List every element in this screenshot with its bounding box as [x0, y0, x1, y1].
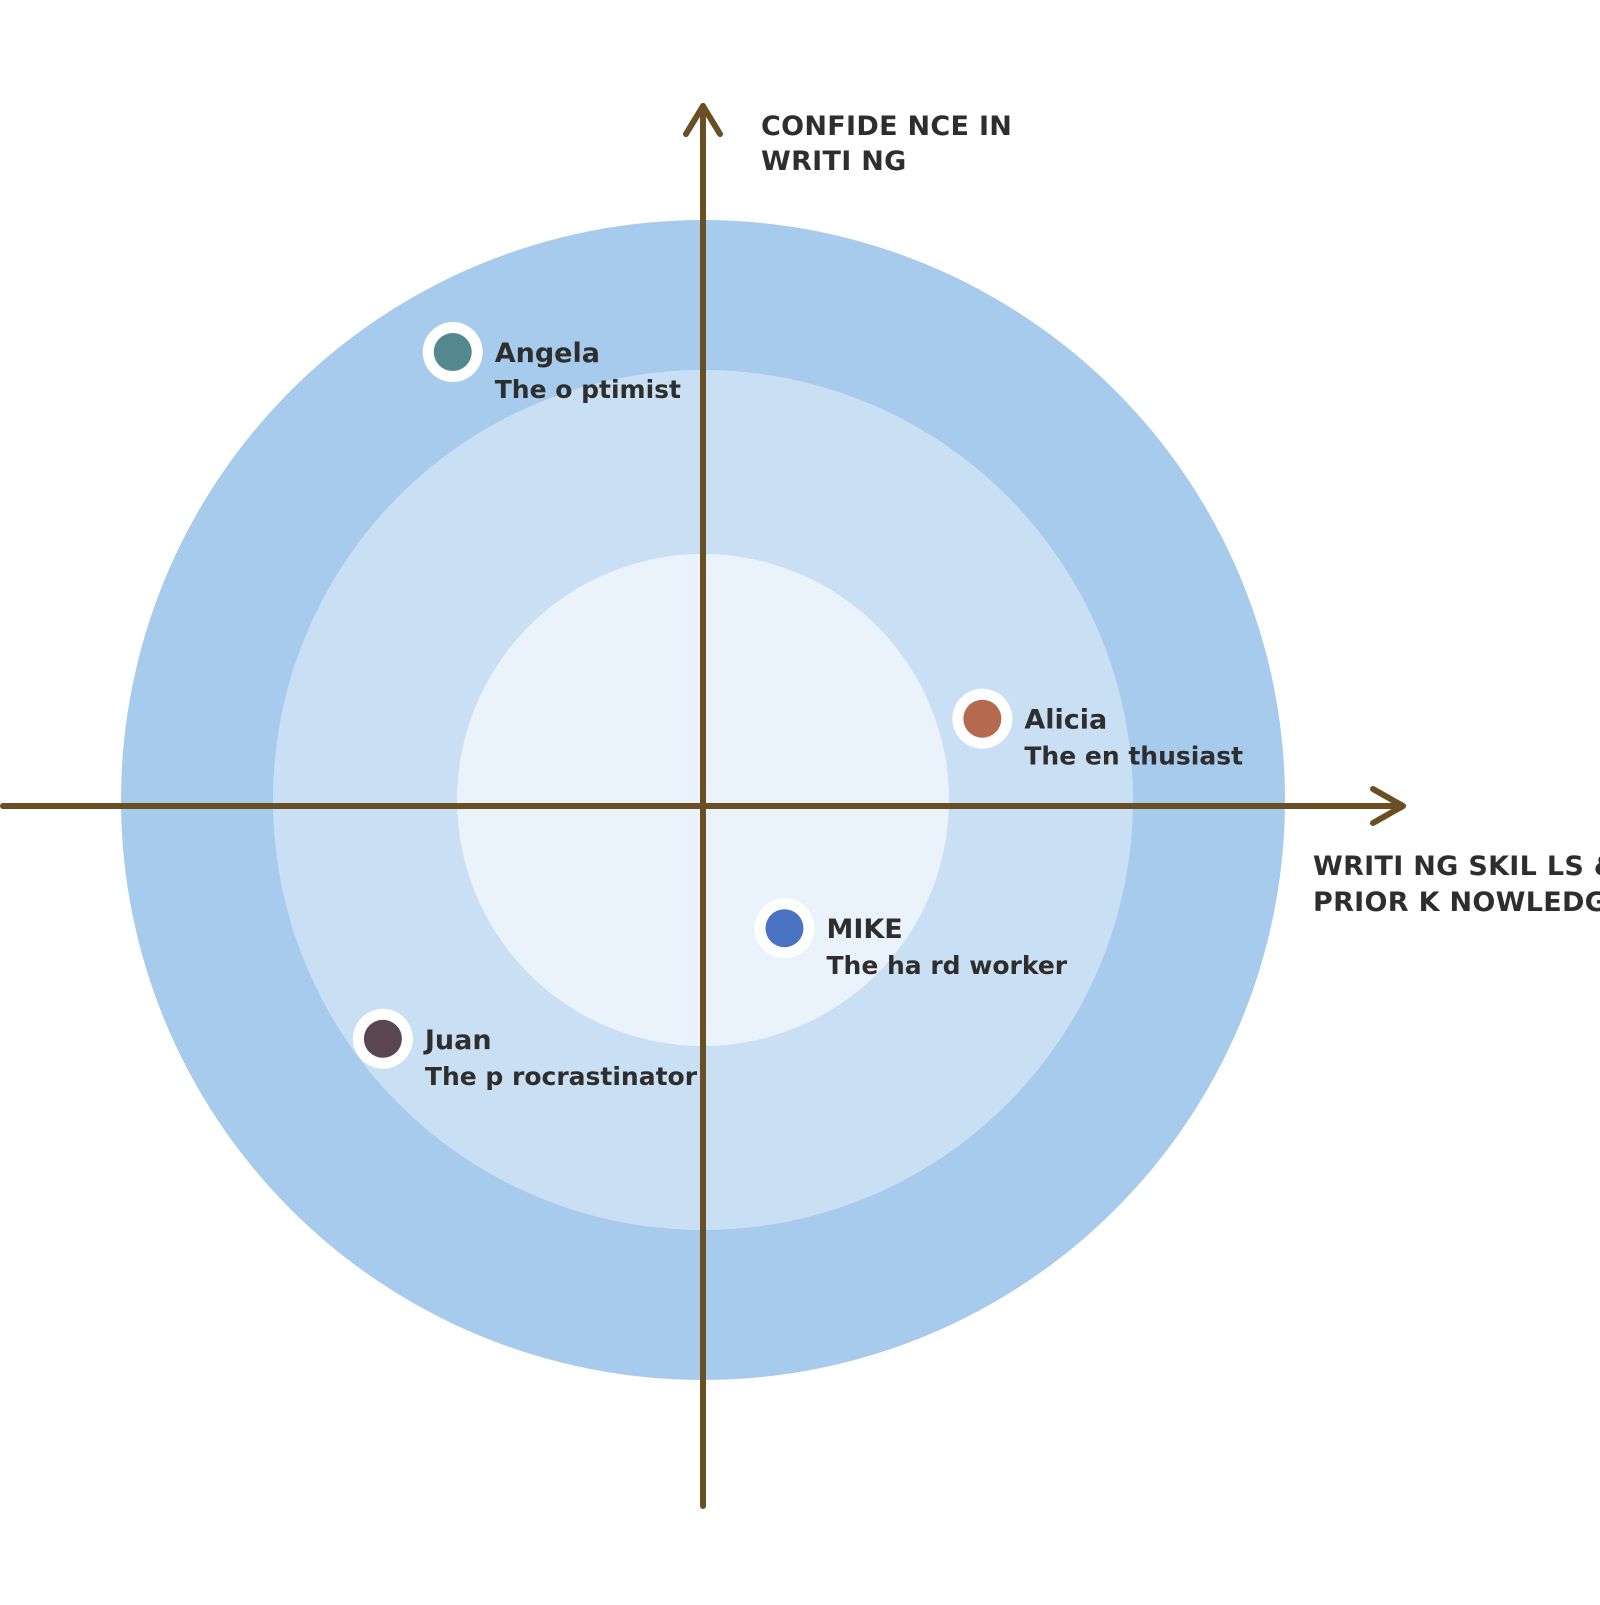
persona-name: MIKE [826, 914, 902, 945]
persona-juan: Juan The p rocrastinator [352, 1008, 698, 1091]
y-axis-title-line-1: CONFIDE NCE IN [761, 111, 1012, 142]
persona-name: Angela [495, 338, 600, 369]
y-axis-arrowhead [683, 103, 723, 137]
personas: Angela The o ptimist Alicia The en thusiast… [352, 322, 1243, 1091]
persona-marker-dot [363, 1019, 402, 1058]
persona-role: The p rocrastinator [425, 1062, 698, 1091]
persona-marker-dot [433, 333, 472, 372]
persona-marker-dot [963, 699, 1002, 738]
persona-marker-dot [765, 909, 804, 948]
persona-angela: Angela The o ptimist [422, 322, 681, 404]
y-axis-title-line-2: WRITI NG [761, 146, 907, 177]
persona-role: The ha rd worker [826, 951, 1067, 980]
persona-name: Juan [423, 1025, 492, 1056]
persona-alicia: Alicia The en thusiast [952, 688, 1243, 771]
persona-role: The en thusiast [1024, 742, 1243, 771]
x-axis-title-line-1: WRITI NG SKIL LS & [1313, 851, 1600, 882]
x-axis-title-line-2: PRIOR K NOWLEDGE [1313, 887, 1600, 918]
x-axis-arrowhead [1370, 786, 1406, 826]
persona-name: Alicia [1024, 705, 1107, 736]
persona-mike: MIKE The ha rd worker [754, 898, 1068, 980]
axes [0, 103, 1406, 1509]
persona-role: The o ptimist [495, 375, 681, 404]
